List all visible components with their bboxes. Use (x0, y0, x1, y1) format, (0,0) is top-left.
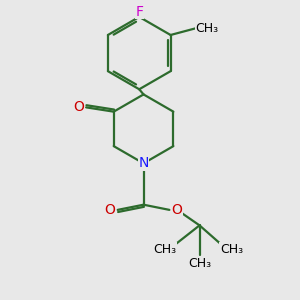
Text: O: O (104, 203, 116, 217)
Text: N: N (138, 156, 149, 170)
Text: O: O (73, 100, 84, 114)
Text: CH₃: CH₃ (195, 22, 218, 34)
Text: CH₃: CH₃ (220, 243, 243, 256)
Text: F: F (135, 5, 143, 19)
Text: CH₃: CH₃ (188, 257, 211, 270)
Text: CH₃: CH₃ (154, 243, 177, 256)
Text: O: O (172, 203, 183, 217)
